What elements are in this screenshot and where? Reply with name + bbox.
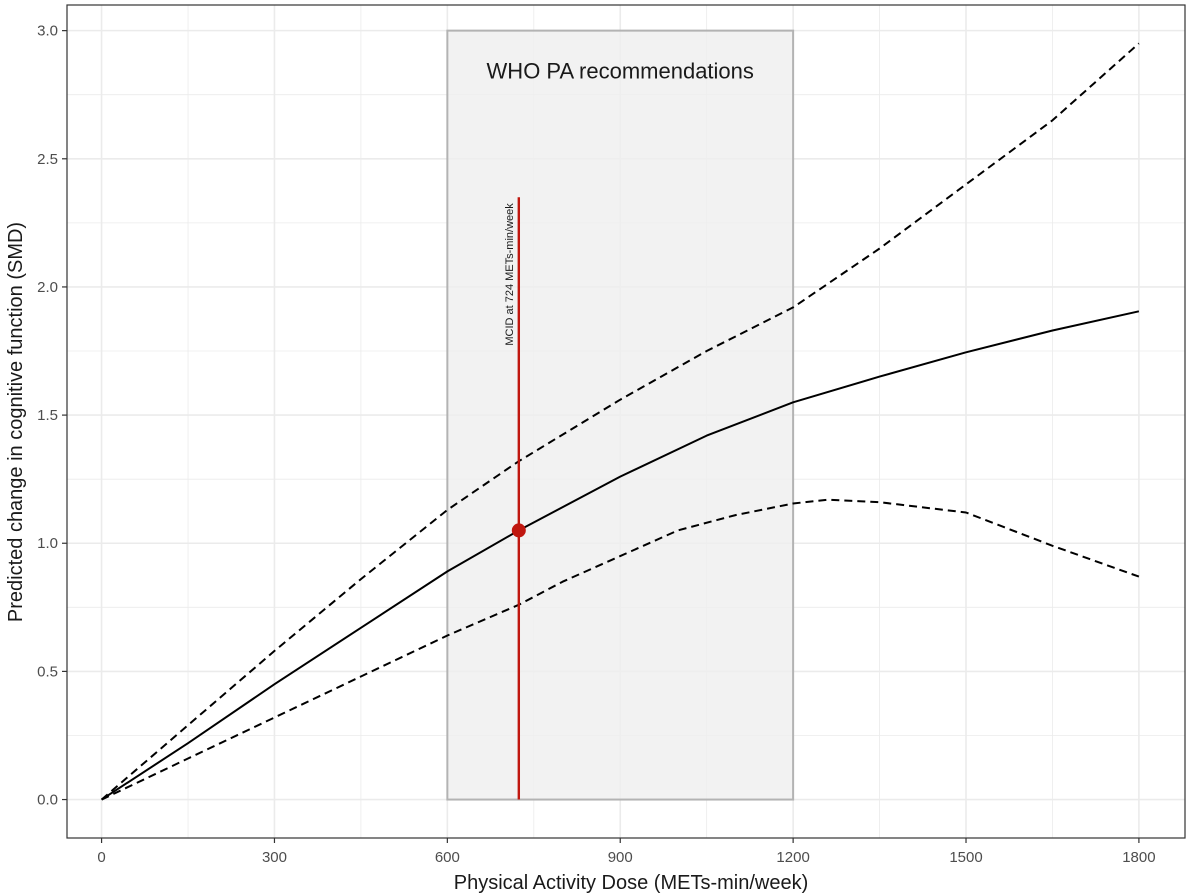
- y-tick-label: 2.0: [37, 279, 58, 296]
- y-tick-label: 2.5: [37, 151, 58, 168]
- x-tick-label: 1200: [776, 849, 809, 866]
- y-tick-label: 1.0: [37, 535, 58, 552]
- mcid-marker: MCID at 724 METs-min/week: [504, 197, 526, 800]
- y-tick-label: 3.0: [37, 23, 58, 40]
- mcid-label: MCID at 724 METs-min/week: [504, 203, 516, 346]
- series-lines: [100, 42, 1140, 801]
- y-tick-label: 0.5: [37, 663, 58, 680]
- x-tick-label: 900: [608, 849, 633, 866]
- x-tick-label: 300: [262, 849, 287, 866]
- who-shaded-region: WHO PA recommendations: [446, 29, 795, 801]
- solid-estimate-line: [101, 310, 1140, 801]
- y-axis-title: Predicted change in cognitive function (…: [5, 222, 27, 622]
- x-tick-label: 1800: [1122, 849, 1155, 866]
- mcid-point: [511, 523, 526, 538]
- x-axis-title: Physical Activity Dose (METs-min/week): [454, 872, 809, 894]
- x-tick-label: 0: [97, 849, 105, 866]
- dashed-ci-line-1: [100, 42, 1140, 801]
- x-tick-label: 600: [435, 849, 460, 866]
- y-tick-label: 1.5: [37, 407, 58, 424]
- dashed-ci-line-2: [101, 498, 1140, 801]
- x-axis-ticks: 0 300 600 900 1200 1500 1800: [97, 838, 1156, 866]
- y-axis-ticks: 0.0 0.5 1.0 1.5 2.0 2.5 3.0: [37, 23, 67, 809]
- shaded-region-label: WHO PA recommendations: [487, 59, 754, 84]
- y-tick-label: 0.0: [37, 792, 58, 809]
- x-tick-label: 1500: [949, 849, 982, 866]
- panel-border: [66, 4, 1186, 839]
- shaded-region-rect: [446, 29, 795, 801]
